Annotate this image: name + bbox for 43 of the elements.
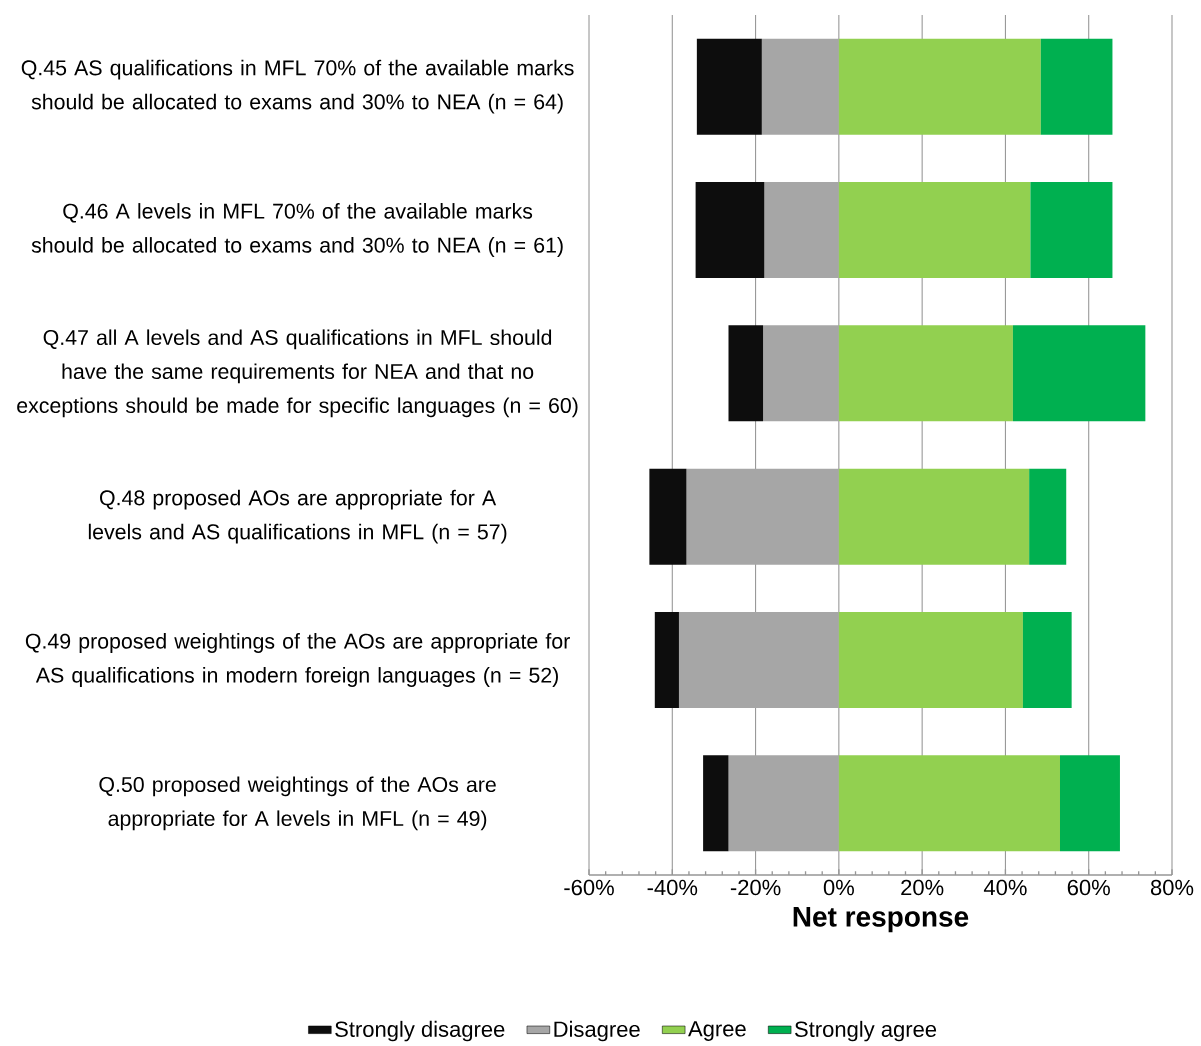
y-tick-label: Q.50 proposed weightings of the AOs are appropriate for A levels in MFL (n = 49) — [99, 776, 496, 831]
bar — [838, 611, 1023, 709]
bar — [764, 181, 839, 279]
bar — [728, 755, 839, 852]
x-tick-label: 40% — [983, 879, 1027, 896]
x-tick-label: 20% — [901, 879, 944, 896]
x-tick-label: -60% — [564, 879, 614, 896]
bar — [838, 38, 1041, 135]
bar — [763, 325, 839, 422]
bar — [678, 611, 839, 709]
legend-label: Disagree — [554, 1020, 640, 1042]
y-tick-label: Q.49 proposed weightings of the AOs are appropriate for AS qualifications in modern foreign languages (n = 52) — [25, 633, 570, 687]
bar — [1059, 755, 1120, 852]
bar — [649, 468, 687, 565]
x-tick-label: 0% — [823, 879, 854, 896]
bar — [761, 38, 839, 135]
bar — [1040, 38, 1113, 135]
x-tick-label: -20% — [730, 879, 781, 896]
x-tick-label: 80% — [1150, 879, 1194, 896]
bar — [838, 468, 1030, 565]
bar — [686, 468, 839, 565]
bar — [728, 325, 764, 422]
x-axis-title: Net response — [793, 907, 969, 933]
bar — [695, 181, 765, 279]
y-tick-label: Q.47 all A levels and AS qualifications in MFL should have the same requirements for NEA and that no exceptions should be made for specific languages (n = 60) — [17, 329, 578, 418]
x-tick-label: -40% — [647, 879, 698, 896]
bar — [696, 38, 762, 135]
legend-label: Agree — [688, 1021, 746, 1041]
bar — [838, 325, 1013, 422]
x-tick-label: 60% — [1067, 879, 1110, 896]
bar — [1012, 325, 1146, 422]
y-tick-label: Q.46 A levels in MFL 70% of the available marks should be allocated to exams and 30% to NEA (n = 61) — [31, 203, 563, 257]
legend-label: Strongly disagree — [335, 1020, 505, 1042]
bar — [1022, 611, 1072, 709]
bar — [1029, 468, 1067, 565]
y-tick-label: Q.45 AS qualifications in MFL 70% of the available marks should be allocated to exams and 30% to NEA (n = 64) — [21, 59, 574, 114]
y-tick-label: Q.48 proposed AOs are appropriate for A levels and AS qualifications in MFL (n = 57) — [88, 489, 507, 544]
legend-label: Strongly agree — [795, 1020, 937, 1042]
bar — [838, 181, 1031, 279]
bar — [838, 755, 1060, 852]
bar — [1030, 181, 1113, 279]
bar — [703, 755, 729, 852]
bar — [654, 611, 679, 709]
